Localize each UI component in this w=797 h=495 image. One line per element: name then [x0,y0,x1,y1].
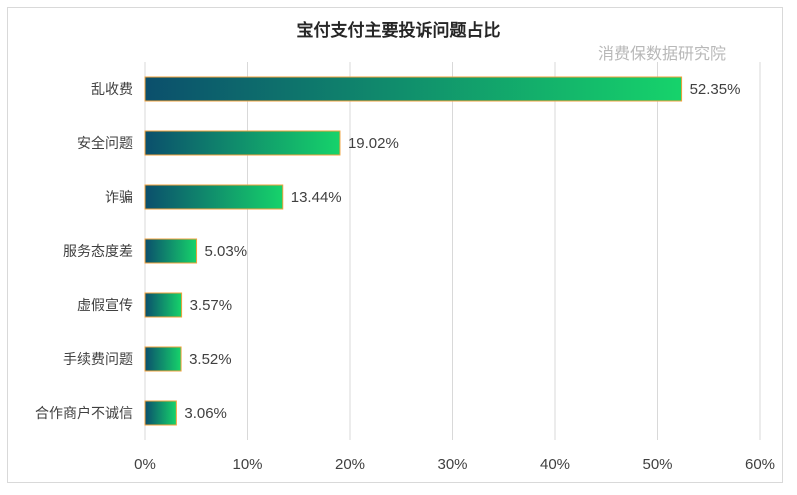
category-label: 手续费问题 [63,351,133,368]
watermark: 消费保数据研究院 [598,44,727,63]
bar [144,76,683,102]
bar [144,184,284,210]
bar [144,238,198,264]
x-tick-label: 50% [642,456,672,473]
category-label: 虚假宣传 [77,298,133,314]
bar [144,400,177,426]
bar [144,292,183,318]
x-tick-label: 10% [232,456,262,473]
value-label: 3.06% [184,405,227,422]
value-label: 13.44% [291,189,342,206]
x-tick-label: 60% [745,456,775,473]
value-label: 3.57% [190,297,233,314]
x-tick-label: 0% [134,456,156,473]
bar [144,130,341,156]
category-label: 诈骗 [105,190,133,206]
value-label: 3.52% [189,351,232,368]
category-label: 服务态度差 [63,244,133,260]
x-tick-label: 30% [437,456,467,473]
x-tick-label: 20% [335,456,365,473]
x-tick-label: 40% [540,456,570,473]
category-label: 乱收费 [91,82,133,98]
bar [144,346,182,372]
value-label: 5.03% [205,243,248,260]
category-label: 合作商户不诚信 [35,405,133,422]
value-label: 19.02% [348,135,399,152]
value-label: 52.35% [690,81,741,98]
chart-title: 宝付支付主要投诉问题占比 [296,21,501,41]
category-label: 安全问题 [77,135,133,152]
